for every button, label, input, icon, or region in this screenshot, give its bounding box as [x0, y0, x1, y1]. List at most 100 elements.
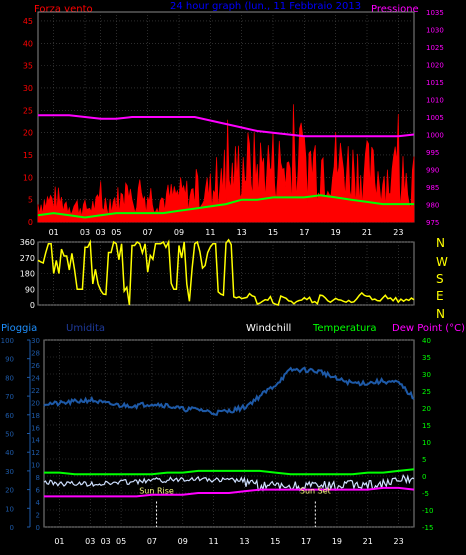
y-tick-label: 270	[20, 254, 35, 263]
temp-tick-label: -15	[422, 524, 433, 532]
direction-letter: N	[436, 307, 445, 321]
x-tick-label: 05	[111, 228, 121, 237]
direction-letter: S	[436, 272, 444, 286]
temp-tick-label: 0	[422, 473, 426, 481]
temp-tick-label: 25	[422, 388, 431, 396]
temp-tick-label: 30	[422, 371, 431, 379]
dew-point-series	[44, 486, 415, 498]
y-tick-label: 180	[20, 270, 35, 279]
wind-speed-axis-label: Forza vento	[34, 4, 93, 15]
y-tick-label: 5	[28, 196, 33, 205]
y-tick-label: 40	[23, 39, 33, 48]
y-tick-label: 35	[23, 62, 33, 71]
x-tick-label: 19	[332, 537, 342, 546]
humidity-tick-label: 30	[31, 337, 40, 345]
humidity-tick-label: 6	[36, 487, 41, 495]
sunset-label: Sun Set	[300, 487, 331, 496]
x-tick-label: 15	[270, 537, 280, 546]
y2-tick-label: 985	[426, 184, 439, 192]
sunrise-label: Sun Rise	[139, 487, 174, 496]
y-tick-label: 15	[23, 151, 33, 160]
humidity-axis-label: Umidita	[66, 323, 105, 334]
chart-title: 24 hour graph (lun., 11 Febbraio 2013	[170, 1, 361, 12]
y2-tick-label: 1025	[426, 44, 444, 52]
y2-tick-label: 1020	[426, 62, 444, 70]
x-tick-label: 09	[174, 228, 184, 237]
rain-tick-label: 90	[5, 356, 14, 364]
temp-tick-label: 10	[422, 439, 431, 447]
humidity-tick-label: 4	[36, 499, 41, 507]
x-tick-label: 17	[301, 537, 311, 546]
rain-tick-label: 30	[5, 468, 14, 476]
wind-direction-chart: 0 90 180 270 360	[20, 238, 415, 310]
windchill-series	[43, 473, 415, 493]
rain-tick-label: 20	[5, 487, 14, 495]
humidity-tick-label: 22	[31, 387, 40, 395]
rain-tick-label: 60	[5, 412, 14, 420]
dew-point-legend: Dew Point (°C)	[392, 323, 465, 334]
humidity-tick-label: 18	[31, 412, 40, 420]
temp-tick-label: 40	[422, 337, 431, 345]
humidity-tick-label: 0	[36, 524, 40, 532]
x-tick-label: 05	[116, 537, 126, 546]
humidity-tick-label: 28	[31, 349, 40, 357]
temperature-legend: Temperatura	[312, 323, 377, 334]
y2-tick-label: 1015	[426, 79, 444, 87]
temp-tick-label: 35	[422, 354, 431, 362]
x-tick-label: 07	[143, 228, 153, 237]
humidity-series	[43, 366, 415, 416]
x-tick-label: 11	[205, 228, 215, 237]
x-tick-label: 03	[85, 537, 95, 546]
wind-direction-series	[37, 238, 415, 306]
x-tick-label: 19	[331, 228, 341, 237]
y2-tick-label: 1000	[426, 132, 444, 140]
x-tick-label: 01	[54, 537, 64, 546]
y2-tick-label: 1030	[426, 27, 444, 35]
y2-tick-label: 1035	[426, 9, 444, 17]
humidity-tick-label: 12	[31, 449, 40, 457]
x-tick-label: 09	[178, 537, 188, 546]
rain-tick-label: 80	[5, 374, 14, 382]
rain-tick-label: 50	[5, 431, 14, 439]
humidity-tick-label: 14	[31, 437, 40, 445]
humidity-tick-label: 26	[31, 362, 40, 370]
y-tick-label: 10	[23, 173, 33, 182]
y2-tick-label: 990	[426, 167, 439, 175]
windchill-legend: Windchill	[246, 323, 291, 334]
direction-letter: N	[436, 236, 445, 250]
y-tick-label: 90	[25, 285, 35, 294]
x-tick-label: 23	[393, 228, 403, 237]
x-tick-label: 21	[363, 537, 373, 546]
y-tick-label: 20	[23, 129, 33, 138]
x-tick-label: 17	[299, 228, 309, 237]
temp-tick-label: -5	[422, 490, 429, 498]
x-tick-label: 11	[208, 537, 218, 546]
y2-tick-label: 1005	[426, 114, 444, 122]
plot-frame	[43, 339, 415, 528]
temp-humidity-chart: -15-10-505101520253035400102030405060708…	[1, 337, 434, 546]
x-tick-label: 03	[101, 537, 111, 546]
x-tick-label: 13	[237, 228, 247, 237]
humidity-tick-label: 8	[36, 474, 40, 482]
temp-tick-label: 20	[422, 405, 431, 413]
pressure-axis-label: Pressione	[371, 4, 419, 15]
direction-letter: W	[436, 255, 448, 269]
y-tick-label: 45	[23, 17, 33, 26]
y-tick-label: 30	[23, 84, 33, 93]
humidity-tick-label: 24	[31, 374, 40, 382]
x-tick-label: 07	[147, 537, 157, 546]
rain-tick-label: 10	[5, 505, 14, 513]
humidity-tick-label: 2	[36, 512, 40, 520]
pressure-series	[38, 114, 415, 138]
rain-tick-label: 70	[5, 393, 14, 401]
x-tick-label: 01	[49, 228, 59, 237]
wind-pressure-chart: 0510152025303540459759809859909951000100…	[23, 9, 444, 237]
y2-tick-label: 975	[426, 219, 439, 227]
x-tick-label: 21	[362, 228, 372, 237]
rain-tick-label: 100	[1, 337, 14, 345]
x-tick-label: 15	[268, 228, 278, 237]
x-tick-label: 03	[96, 228, 106, 237]
temp-tick-label: 5	[422, 456, 426, 464]
